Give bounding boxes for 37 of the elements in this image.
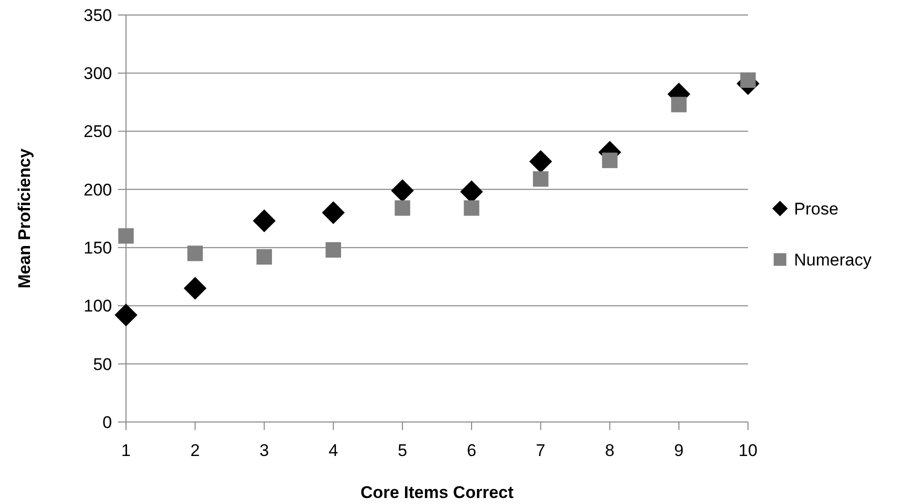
y-tick-label: 0 [102,412,112,432]
y-tick-label: 100 [84,296,112,316]
x-tick-label: 5 [398,441,408,460]
x-tick-label: 8 [605,441,615,460]
legend-label: Prose [794,199,838,218]
x-tick-label: 9 [674,441,684,460]
x-axis-title: Core Items Correct [360,483,514,502]
x-tick-label: 6 [466,441,476,460]
point [529,150,552,173]
point [464,200,480,216]
point [118,228,134,244]
y-tick-label: 150 [84,238,112,258]
point [322,201,345,224]
y-tick-label: 300 [84,64,112,84]
point [252,209,276,232]
point [326,242,342,258]
point [671,96,687,112]
point [184,276,207,300]
point [394,200,410,216]
x-tick-label: 2 [190,441,200,460]
x-tick-label: 10 [738,441,758,460]
point [391,179,414,202]
y-tick-label: 200 [84,180,112,200]
point [532,171,548,187]
y-tick-label: 350 [84,6,112,25]
y-tick-label: 250 [84,122,112,142]
y-tick-label: 50 [93,354,112,374]
x-tick-label: 7 [536,441,546,460]
x-tick-label: 4 [328,441,338,460]
point [602,152,618,168]
point [256,249,272,265]
point [114,304,138,326]
legend-label: Numeracy [794,250,872,270]
y-axis-title: Mean Proficiency [15,148,34,288]
x-tick-label: 1 [121,441,131,460]
point [187,246,203,262]
x-tick-label: 3 [259,441,269,460]
